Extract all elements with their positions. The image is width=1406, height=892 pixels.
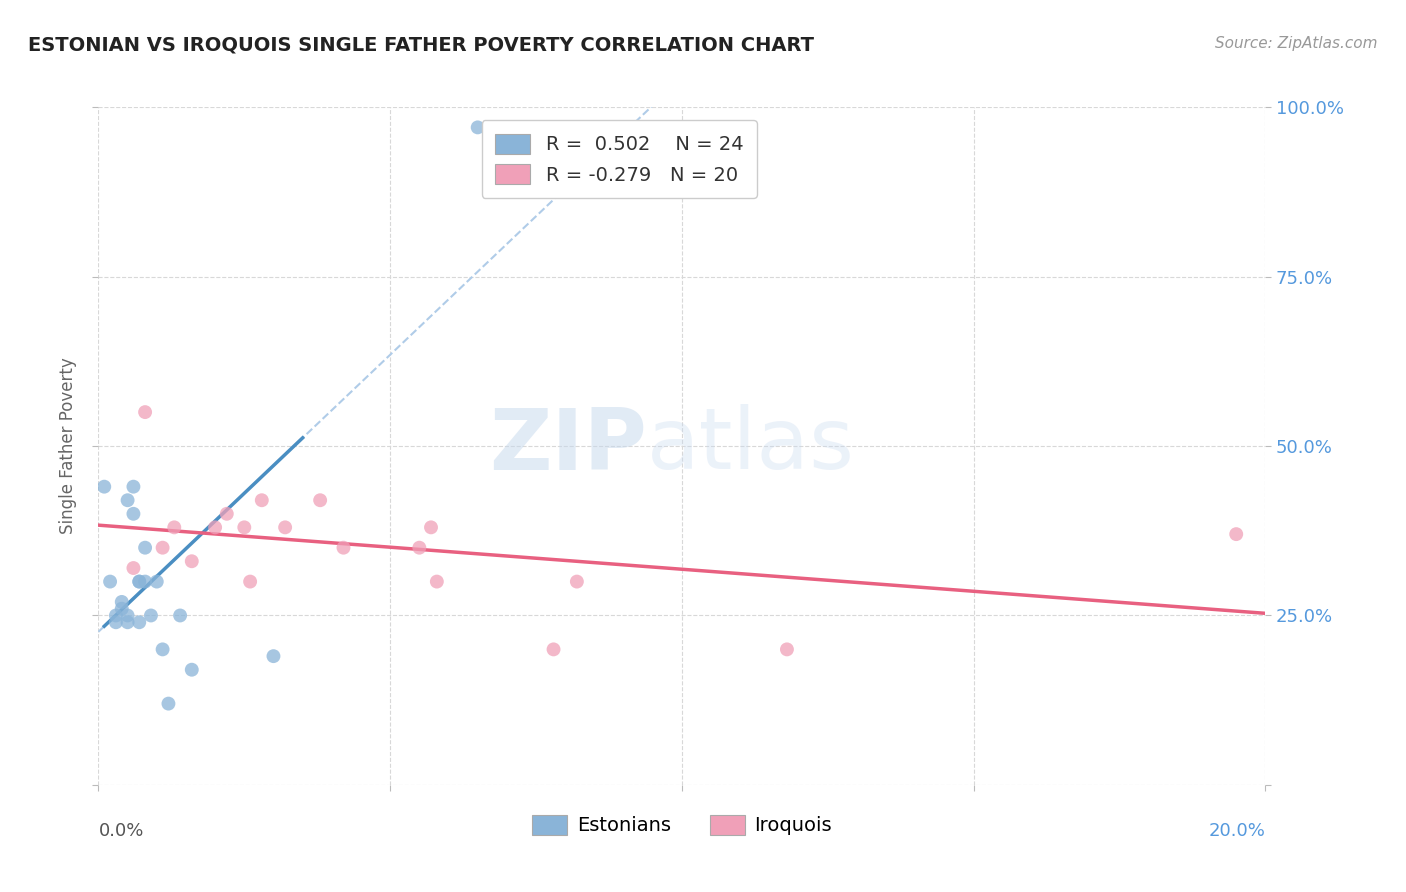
Point	[134, 541, 156, 555]
Text: 20.0%: 20.0%	[1209, 822, 1265, 840]
Point	[93, 480, 115, 494]
Point	[117, 615, 139, 630]
Point	[134, 405, 156, 419]
Point	[104, 615, 127, 630]
Point	[467, 120, 489, 135]
Point	[117, 608, 139, 623]
Text: ESTONIAN VS IROQUOIS SINGLE FATHER POVERTY CORRELATION CHART: ESTONIAN VS IROQUOIS SINGLE FATHER POVER…	[28, 36, 814, 54]
Point	[565, 574, 588, 589]
Point	[250, 493, 273, 508]
Point	[420, 520, 443, 534]
Point	[180, 554, 202, 568]
Point	[117, 493, 139, 508]
Point	[152, 541, 174, 555]
Point	[1225, 527, 1247, 541]
Point	[776, 642, 799, 657]
Point	[426, 574, 449, 589]
Point	[274, 520, 297, 534]
Point	[146, 574, 169, 589]
Point	[204, 520, 226, 534]
Point	[157, 697, 180, 711]
Point	[111, 595, 134, 609]
Point	[139, 608, 162, 623]
Point	[98, 574, 121, 589]
Point	[233, 520, 256, 534]
Text: ZIP: ZIP	[489, 404, 647, 488]
Point	[128, 574, 150, 589]
Text: atlas: atlas	[647, 404, 855, 488]
Legend: Estonians, Iroquois: Estonians, Iroquois	[524, 807, 839, 843]
Point	[309, 493, 332, 508]
Text: Source: ZipAtlas.com: Source: ZipAtlas.com	[1215, 36, 1378, 51]
Point	[543, 642, 565, 657]
Point	[215, 507, 238, 521]
Point	[134, 574, 156, 589]
Point	[332, 541, 354, 555]
Point	[122, 480, 145, 494]
Point	[122, 561, 145, 575]
Point	[128, 574, 150, 589]
Point	[262, 649, 284, 664]
Point	[169, 608, 191, 623]
Point	[408, 541, 430, 555]
Point	[180, 663, 202, 677]
Point	[163, 520, 186, 534]
Point	[122, 507, 145, 521]
Point	[111, 601, 134, 615]
Point	[239, 574, 262, 589]
Point	[128, 615, 150, 630]
Y-axis label: Single Father Poverty: Single Father Poverty	[59, 358, 77, 534]
Point	[104, 608, 127, 623]
Point	[152, 642, 174, 657]
Text: 0.0%: 0.0%	[98, 822, 143, 840]
